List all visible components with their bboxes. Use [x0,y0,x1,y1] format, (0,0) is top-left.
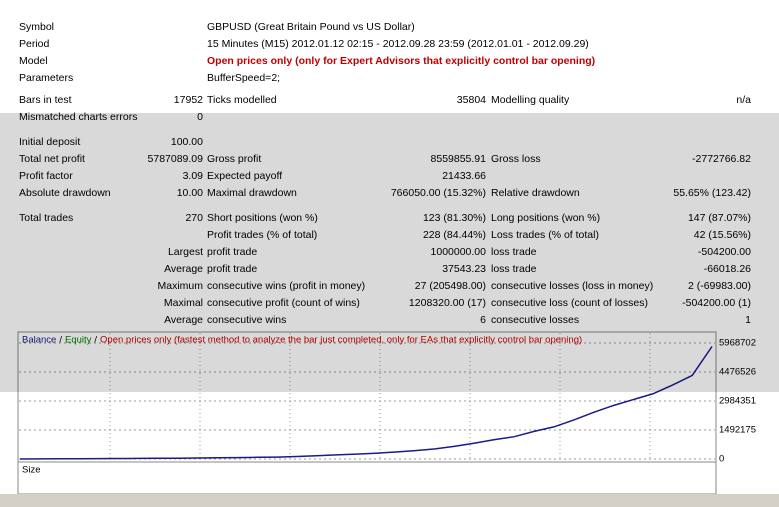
stat-value: -66018.26 [703,263,751,275]
stat-value: 35804 [456,94,486,106]
legend-entry: Open prices only (fastest method to anal… [100,335,582,346]
y-tick-label: 4476526 [719,367,756,378]
legend-separator: / [94,335,97,346]
stat-label: Profit trades (% of total) [207,229,318,241]
stat-label: Gross profit [207,153,262,165]
stat-label: Loss trades (% of total) [491,229,599,241]
stat-label: Maximal drawdown [207,187,297,199]
stat-label: loss trade [491,263,537,275]
stat-label: consecutive losses (loss in money) [491,280,654,292]
stat-value: 123 (81.30%) [422,212,486,224]
field-value: BufferSpeed=2; [207,72,281,84]
stat-value: 10.00 [176,187,203,199]
y-tick-label: 2984351 [719,396,756,407]
stat-label: profit trade [207,263,258,275]
stat-label: Mismatched charts errors [19,111,138,123]
stat-value: 0 [197,111,203,123]
stat-value: 1000000.00 [430,246,486,258]
stat-value: 17952 [173,94,203,106]
stat-label: Total net profit [19,153,85,165]
stat-value: Maximum [157,280,203,292]
size-panel [17,461,717,495]
field-value: Open prices only (only for Expert Adviso… [207,55,596,67]
stat-label: Gross loss [491,153,541,165]
stat-value: 766050.00 (15.32%) [390,187,486,199]
stat-label: Relative drawdown [491,187,580,199]
stat-value: 6 [480,314,486,326]
size-label: Size [22,465,40,476]
stat-value: 27 (205498.00) [414,280,486,292]
field-label: Parameters [19,72,74,84]
field-value: GBPUSD (Great Britain Pound vs US Dollar… [207,21,415,33]
stat-value: -2772766.82 [692,153,751,165]
legend-entry: Equity [65,335,92,346]
stat-label: consecutive wins [207,314,287,326]
stat-value: 147 (87.07%) [687,212,751,224]
stat-label: Expected payoff [207,170,283,182]
stat-value: -504200.00 [697,246,751,258]
field-label: Period [19,38,50,50]
stat-label: Ticks modelled [207,94,277,106]
stat-value: 5787089.09 [147,153,203,165]
chart-frame [17,331,717,463]
stat-value: 228 (84.44%) [422,229,486,241]
stat-value: 1 [745,314,751,326]
stat-label: Profit factor [19,170,73,182]
stat-label: Short positions (won %) [207,212,318,224]
stat-label: Absolute drawdown [19,187,111,199]
stat-label: Total trades [19,212,74,224]
stat-value: 37543.23 [442,263,486,275]
legend-separator: / [59,335,62,346]
stat-value: Average [164,263,203,275]
stat-value: 42 (15.56%) [693,229,751,241]
stat-value: 8559855.91 [430,153,486,165]
stat-label: consecutive losses [491,314,580,326]
stat-value: -504200.00 (1) [682,297,751,309]
stat-value: 21433.66 [442,170,486,182]
stat-label: loss trade [491,246,537,258]
field-label: Symbol [19,21,55,33]
stat-value: 1208320.00 (17) [408,297,486,309]
stat-label: Bars in test [19,94,72,106]
stat-label: Modelling quality [491,94,570,106]
stat-label: consecutive profit (count of wins) [207,297,360,309]
stat-value: n/a [736,94,751,106]
stat-label: profit trade [207,246,258,258]
legend-entry: Balance [22,335,56,346]
y-tick-label: 0 [719,454,724,465]
stat-label: Long positions (won %) [491,212,601,224]
stat-value: Largest [167,246,203,258]
stat-value: 3.09 [182,170,203,182]
balance-line [19,346,713,460]
field-label: Model [19,55,48,67]
stat-label: consecutive loss (count of losses) [491,297,648,309]
stat-value: 55.65% (123.42) [673,187,751,199]
stat-value: Maximal [163,297,203,309]
stat-value: 100.00 [170,136,203,148]
y-tick-label: 5968702 [719,338,756,349]
stat-label: consecutive wins (profit in money) [207,280,366,292]
stat-value: 2 (-69983.00) [687,280,751,292]
y-tick-label: 1492175 [719,425,756,436]
stat-value: 270 [185,212,203,224]
field-value: 15 Minutes (M15) 2012.01.12 02:15 - 2012… [207,38,589,50]
stat-value: Average [164,314,203,326]
status-bar [0,494,779,507]
stat-label: Initial deposit [19,136,81,148]
